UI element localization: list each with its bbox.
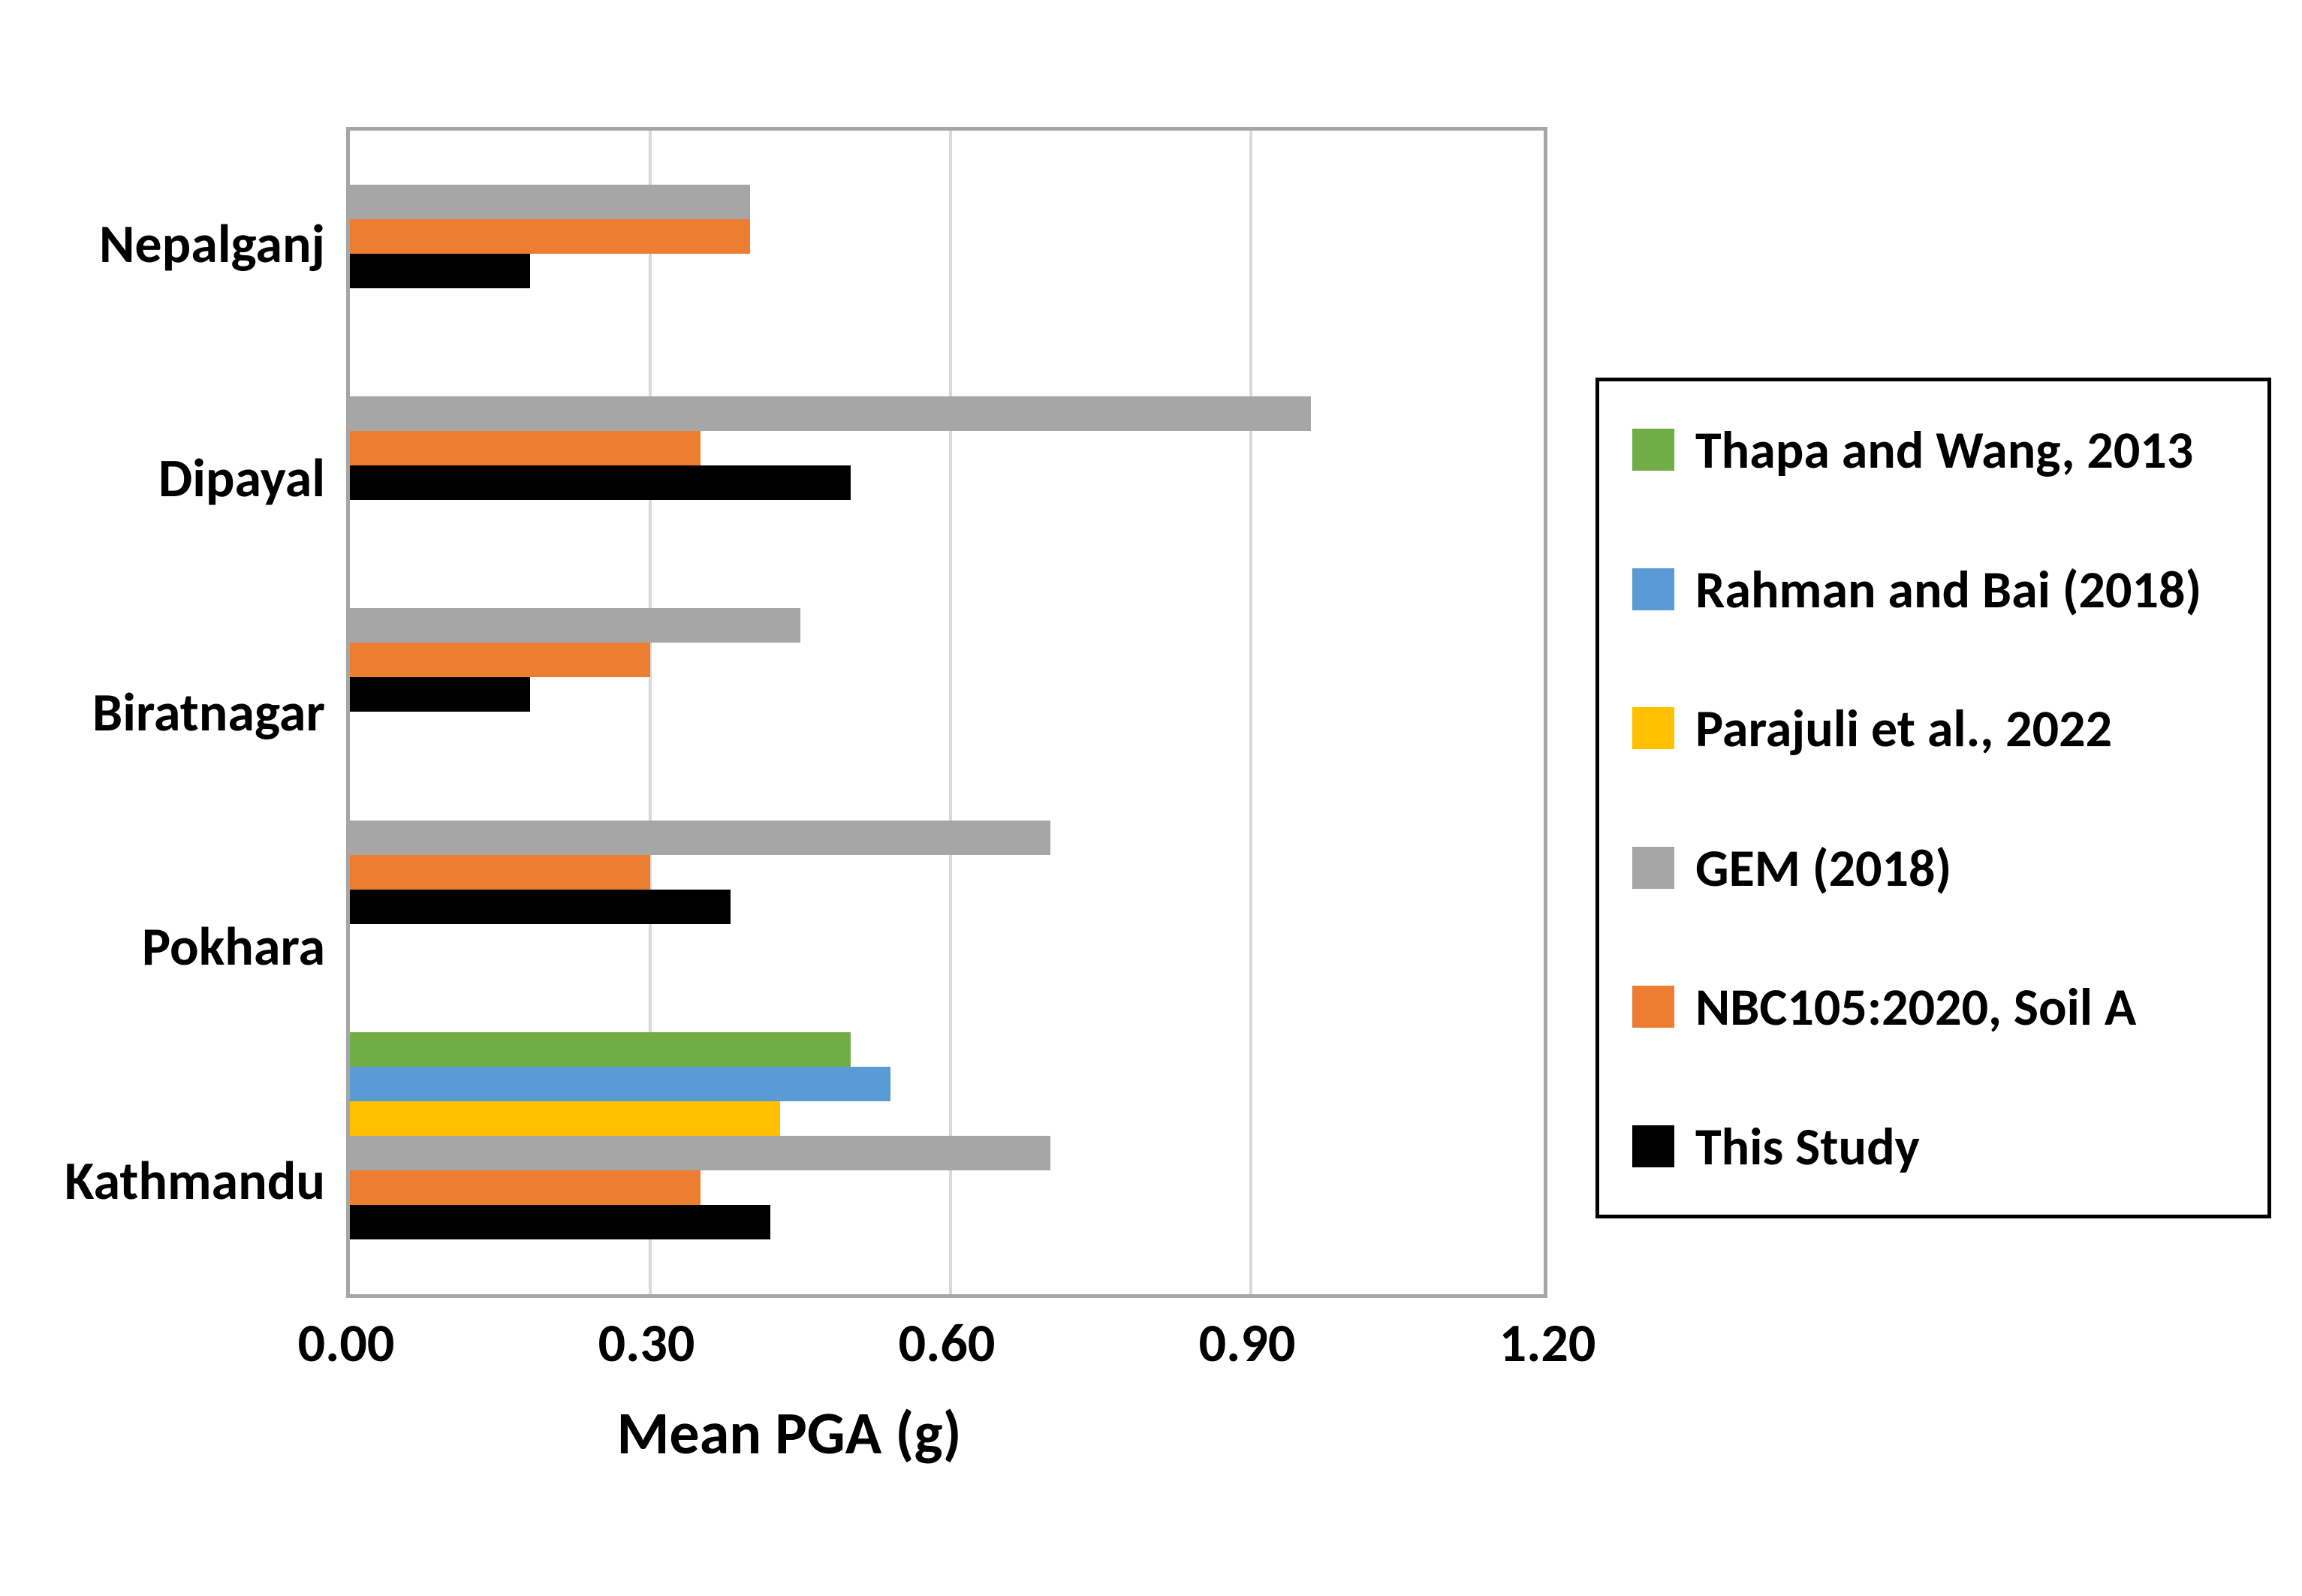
bar	[350, 1032, 851, 1067]
x-axis-title: Mean PGA (g)	[617, 1397, 962, 1470]
bar	[350, 1136, 1050, 1170]
bar-group	[350, 185, 1544, 288]
bar-group	[350, 1032, 1544, 1239]
chart-row: Nepalganj Dipayal Biratnagar Pokhara Kathman…	[31, 127, 1547, 1385]
x-tick-label: 0.00	[298, 1310, 395, 1376]
bar-group	[350, 396, 1544, 500]
bar	[350, 1101, 780, 1136]
bar	[350, 185, 750, 219]
legend-swatch	[1632, 568, 1674, 610]
category-label: Dipayal	[158, 451, 325, 505]
bar	[350, 855, 650, 890]
x-tick-label: 1.20	[1499, 1310, 1596, 1376]
legend-swatch	[1632, 707, 1674, 749]
bar	[350, 219, 750, 254]
legend-item: GEM (2018)	[1632, 836, 2225, 900]
bar	[350, 465, 851, 500]
chart-container: Nepalganj Dipayal Biratnagar Pokhara Kathman…	[0, 0, 2302, 1596]
legend-label: Thapa and Wang, 2013	[1695, 417, 2193, 482]
bar-group	[350, 821, 1544, 924]
bar	[350, 396, 1311, 431]
legend-swatch	[1632, 1125, 1674, 1167]
legend-swatch	[1632, 429, 1674, 471]
x-tick-label: 0.90	[1199, 1310, 1296, 1376]
legend-item: NBC105:2020, Soil A	[1632, 974, 2225, 1039]
legend-label: Parajuli et al., 2022	[1695, 696, 2112, 760]
legend-item: This Study	[1632, 1114, 2225, 1179]
bar	[350, 431, 701, 465]
category-label: Pokhara	[142, 920, 325, 974]
bar	[350, 821, 1050, 855]
bar	[350, 254, 530, 288]
chart-column: Nepalganj Dipayal Biratnagar Pokhara Kathman…	[31, 127, 1547, 1470]
legend-swatch	[1632, 986, 1674, 1028]
bar	[350, 1205, 770, 1239]
bar	[350, 643, 650, 677]
y-axis-labels: Nepalganj Dipayal Biratnagar Pokhara Kathman…	[31, 127, 346, 1298]
legend-item: Parajuli et al., 2022	[1632, 696, 2225, 760]
bar	[350, 677, 530, 712]
legend-swatch	[1632, 847, 1674, 889]
bar-groups	[350, 131, 1544, 1294]
x-tick-label: 0.60	[899, 1310, 996, 1376]
bar	[350, 1067, 890, 1101]
legend-label: NBC105:2020, Soil A	[1695, 974, 2136, 1039]
plot-area	[346, 127, 1547, 1298]
legend-label: This Study	[1695, 1114, 1920, 1179]
x-tick-label: 0.30	[598, 1310, 695, 1376]
bar	[350, 1170, 701, 1205]
legend-item: Thapa and Wang, 2013	[1632, 417, 2225, 482]
bar-group	[350, 608, 1544, 712]
x-axis-labels: 0.000.300.600.901.20	[346, 1310, 1547, 1385]
plot-column: 0.000.300.600.901.20	[346, 127, 1547, 1385]
bar	[350, 890, 731, 924]
legend-item: Rahman and Bai (2018)	[1632, 557, 2225, 622]
category-label: Biratnagar	[92, 685, 325, 739]
category-label: Nepalganj	[99, 217, 325, 271]
legend-label: Rahman and Bai (2018)	[1695, 557, 2201, 622]
legend-label: GEM (2018)	[1695, 836, 1951, 900]
bar	[350, 608, 800, 643]
category-label: Kathmandu	[65, 1154, 325, 1208]
legend: Thapa and Wang, 2013 Rahman and Bai (2018…	[1595, 378, 2271, 1218]
